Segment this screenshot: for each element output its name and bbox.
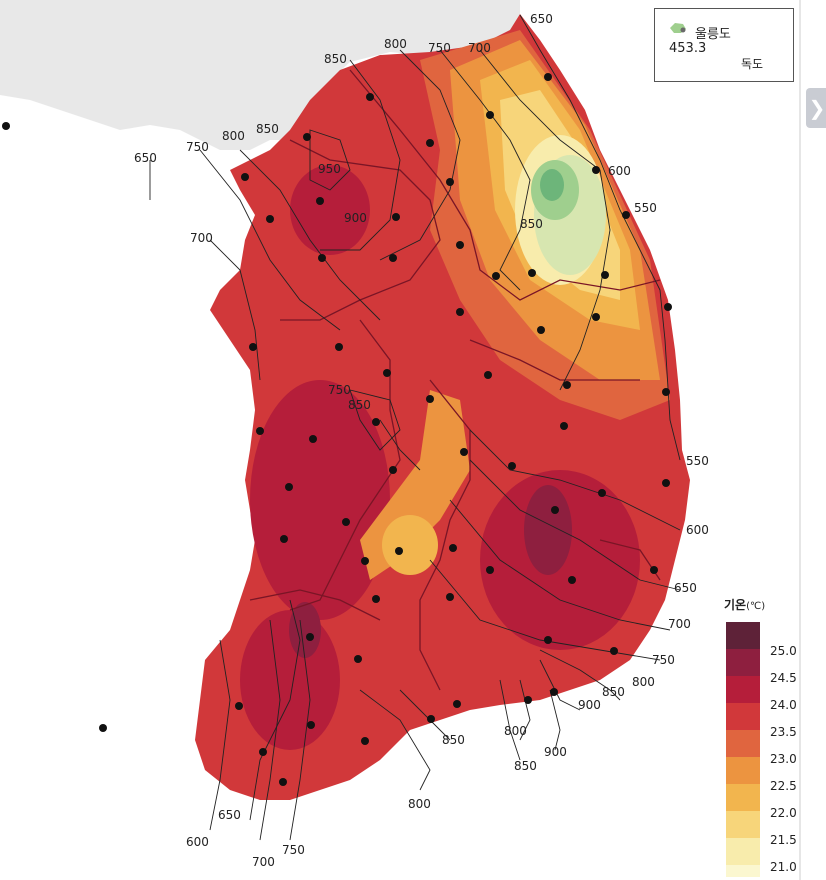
panel-divider	[799, 0, 801, 880]
contour-label: 750	[328, 383, 351, 397]
contour-label: 700	[468, 41, 491, 55]
contour-lines	[149, 14, 681, 841]
legend-swatch	[726, 730, 760, 757]
contour-label: 950	[318, 162, 341, 176]
dokdo-label: 독도	[741, 57, 764, 71]
legend-swatch	[726, 784, 760, 811]
legend-swatch	[726, 622, 760, 649]
contour-label: 650	[218, 808, 241, 822]
legend-tick: 23.0	[770, 752, 797, 766]
legend-color-bar	[726, 622, 760, 877]
legend-swatch	[726, 838, 760, 865]
contour-label: 900	[544, 745, 567, 759]
contour-label: 550	[686, 454, 709, 468]
contour-label: 550	[634, 201, 657, 215]
contour-label: 850	[520, 217, 543, 231]
ulleungdo-inset: 울릉도 453.3 독도	[654, 8, 794, 82]
contour-label: 850	[324, 52, 347, 66]
contour-label: 850	[514, 759, 537, 773]
contour-label: 800	[222, 129, 245, 143]
temperature-legend: 기온(℃) 25.0 24.5 24.0 23.5 23.0 22.5 22.0…	[724, 596, 824, 877]
temperature-map: 650 800 750 700 850 950 900 850 600 550 …	[0, 0, 709, 869]
legend-tick: 21.5	[770, 833, 797, 847]
zone-central-cool-2	[382, 515, 438, 575]
contour-label: 650	[530, 12, 553, 26]
contour-label: 900	[578, 698, 601, 712]
contour-label: 650	[134, 151, 157, 165]
contour-label: 800	[632, 675, 655, 689]
contour-label: 600	[686, 523, 709, 537]
contour-label: 800	[384, 37, 407, 51]
legend-swatch	[726, 703, 760, 730]
legend-unit: (℃)	[746, 601, 766, 612]
chevron-right-icon[interactable]: ❯	[806, 88, 826, 128]
contour-label: 800	[408, 797, 431, 811]
legend-tick: 23.5	[770, 725, 797, 739]
north-landmass	[0, 0, 520, 150]
zone-25-sw	[289, 602, 321, 658]
contour-label: 600	[608, 164, 631, 178]
legend-swatch	[726, 865, 760, 877]
legend-title: 기온(℃)	[724, 596, 824, 613]
zone-24	[250, 380, 390, 620]
contour-label: 850	[348, 398, 371, 412]
contour-label: 800	[504, 724, 527, 738]
contour-label: 650	[674, 581, 697, 595]
legend-tick: 24.0	[770, 698, 797, 712]
station-points	[2, 73, 672, 786]
legend-title-text: 기온	[724, 598, 747, 612]
contour-label: 750	[282, 843, 305, 857]
contour-label: 750	[186, 140, 209, 154]
contour-label-group: 650 800 750 700 850 950 900 850 600 550 …	[134, 12, 709, 869]
contour-label: 850	[602, 685, 625, 699]
contour-label: 750	[428, 41, 451, 55]
legend-tick: 24.5	[770, 671, 797, 685]
ulleungdo-island-icon	[670, 23, 686, 33]
legend-swatch	[726, 676, 760, 703]
legend-swatch	[726, 811, 760, 838]
zone-19-5	[540, 169, 564, 201]
contour-label: 850	[256, 122, 279, 136]
legend-tick: 25.0	[770, 644, 797, 658]
contour-label: 700	[668, 617, 691, 631]
contour-label: 700	[190, 231, 213, 245]
contour-label: 900	[344, 211, 367, 225]
legend-tick: 21.0	[770, 860, 797, 874]
zone-25-se	[524, 485, 572, 575]
zone-24-nw	[290, 165, 370, 255]
inset-label: 울릉도	[695, 27, 731, 42]
legend-tick: 22.0	[770, 806, 797, 820]
province-boundaries	[249, 69, 661, 691]
legend-swatch	[726, 757, 760, 784]
contour-label: 850	[442, 733, 465, 747]
contour-label: 750	[652, 653, 675, 667]
legend-tick: 22.5	[770, 779, 797, 793]
contour-label: 600	[186, 835, 209, 849]
legend-swatch	[726, 649, 760, 676]
inset-value: 453.3	[669, 41, 707, 56]
contour-label: 700	[252, 855, 275, 869]
